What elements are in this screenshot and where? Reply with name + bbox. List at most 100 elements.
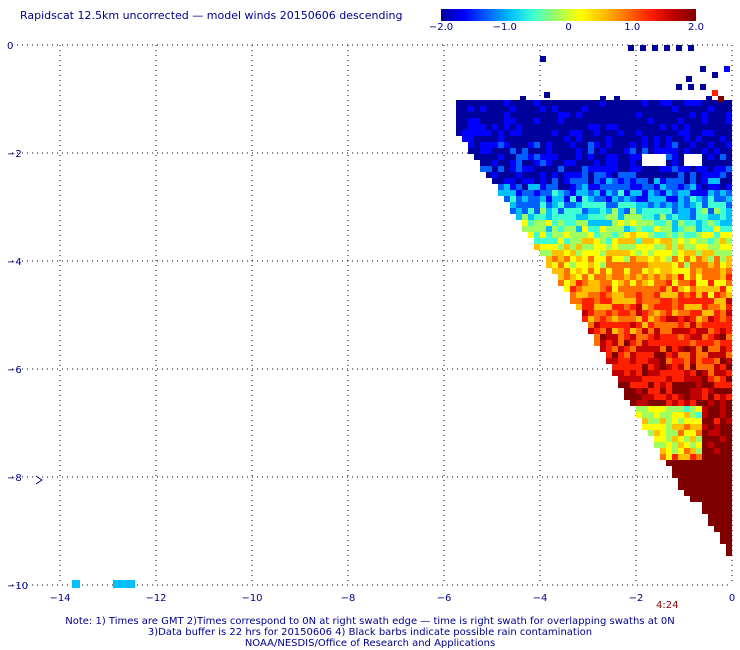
swath-cell [678,160,684,166]
swath-cell [702,328,708,334]
swath-cell [636,310,642,316]
swath-cell [708,310,714,316]
swath-cell [690,352,696,358]
swath-cell [660,262,666,268]
swath-cell [624,394,630,400]
swath-cell [618,298,624,304]
swath-cell [546,124,552,130]
swath-cell [696,484,702,490]
swath-cell [678,232,684,238]
swath-cell [594,262,600,268]
swath-cell [642,202,648,208]
swath-cell [534,238,540,244]
swath-cell [558,154,564,160]
swath-cell [468,136,474,142]
swath-cell [588,286,594,292]
swath-cell [720,364,726,370]
swath-cell [624,112,630,118]
swath-cell [660,256,666,262]
swath-cell [690,334,696,340]
swath-cell [684,124,690,130]
swath-cell [684,448,690,454]
swath-cell [498,166,504,172]
swath-cell [456,106,462,112]
swath-cell [642,190,648,196]
swath-cell [654,214,660,220]
swath-cell [630,304,636,310]
swath-cell [726,208,732,214]
swath-cell [642,244,648,250]
swath-cell [522,172,528,178]
swath-cell [714,496,720,502]
swath-cell [702,130,708,136]
swath-cell [516,196,522,202]
swath-cell [714,292,720,298]
swath-cell [474,154,480,160]
swath-cell [666,262,672,268]
swath-cell [624,268,630,274]
swath-cell [612,232,618,238]
swath-cell [678,208,684,214]
swath-cell [624,106,630,112]
swath-cell [624,316,630,322]
swath-cell [534,106,540,112]
swath-cell [576,154,582,160]
swath-cell [624,124,630,130]
swath-cell [696,238,702,244]
swath-cell [588,118,594,124]
swath-cell [690,286,696,292]
swath-cell [672,400,678,406]
swath-cell [564,280,570,286]
swath-cell [648,334,654,340]
swath-cell [672,442,678,448]
swath-cell [708,112,714,118]
swath-cell [492,124,498,130]
swath-cell [522,196,528,202]
swath-cell [726,298,732,304]
swath-cell [510,166,516,172]
swath-cell [564,262,570,268]
swath-cell [648,226,654,232]
swath-cell [636,358,642,364]
swath-cell [720,430,726,436]
swath-cell [678,346,684,352]
swath-cell [576,106,582,112]
swath-cell [724,66,730,72]
swath-cell [642,268,648,274]
swath-cell [618,304,624,310]
swath-cell [666,142,672,148]
swath-cell [624,376,630,382]
swath-cell [486,124,492,130]
swath-cell [606,118,612,124]
swath-cell [492,130,498,136]
swath-cell [660,364,666,370]
swath-cell [654,208,660,214]
swath-cell [486,118,492,124]
swath-cell [546,130,552,136]
swath-cell [672,310,678,316]
swath-cell [636,220,642,226]
note-line-1: Note: 1) Times are GMT 2)Times correspon… [65,616,675,627]
swath-cell [666,166,672,172]
swath-cell [690,202,696,208]
swath-cell [624,148,630,154]
swath-cell [576,292,582,298]
swath-cell [678,136,684,142]
swath-cell [612,100,618,106]
swath-cell [708,430,714,436]
swath-cell [702,472,708,478]
swath-cell [708,406,714,412]
swath-cell [600,304,606,310]
swath-cell [540,202,546,208]
swath-cell [582,256,588,262]
swath-cell [522,214,528,220]
swath-cell [696,442,702,448]
swath-cell [720,112,726,118]
swath-cell [708,148,714,154]
swath-cell [684,262,690,268]
swath-cell [684,196,690,202]
swath-cell [690,424,696,430]
swath-cell [606,274,612,280]
swath-cell [678,364,684,370]
swath-cell [708,370,714,376]
